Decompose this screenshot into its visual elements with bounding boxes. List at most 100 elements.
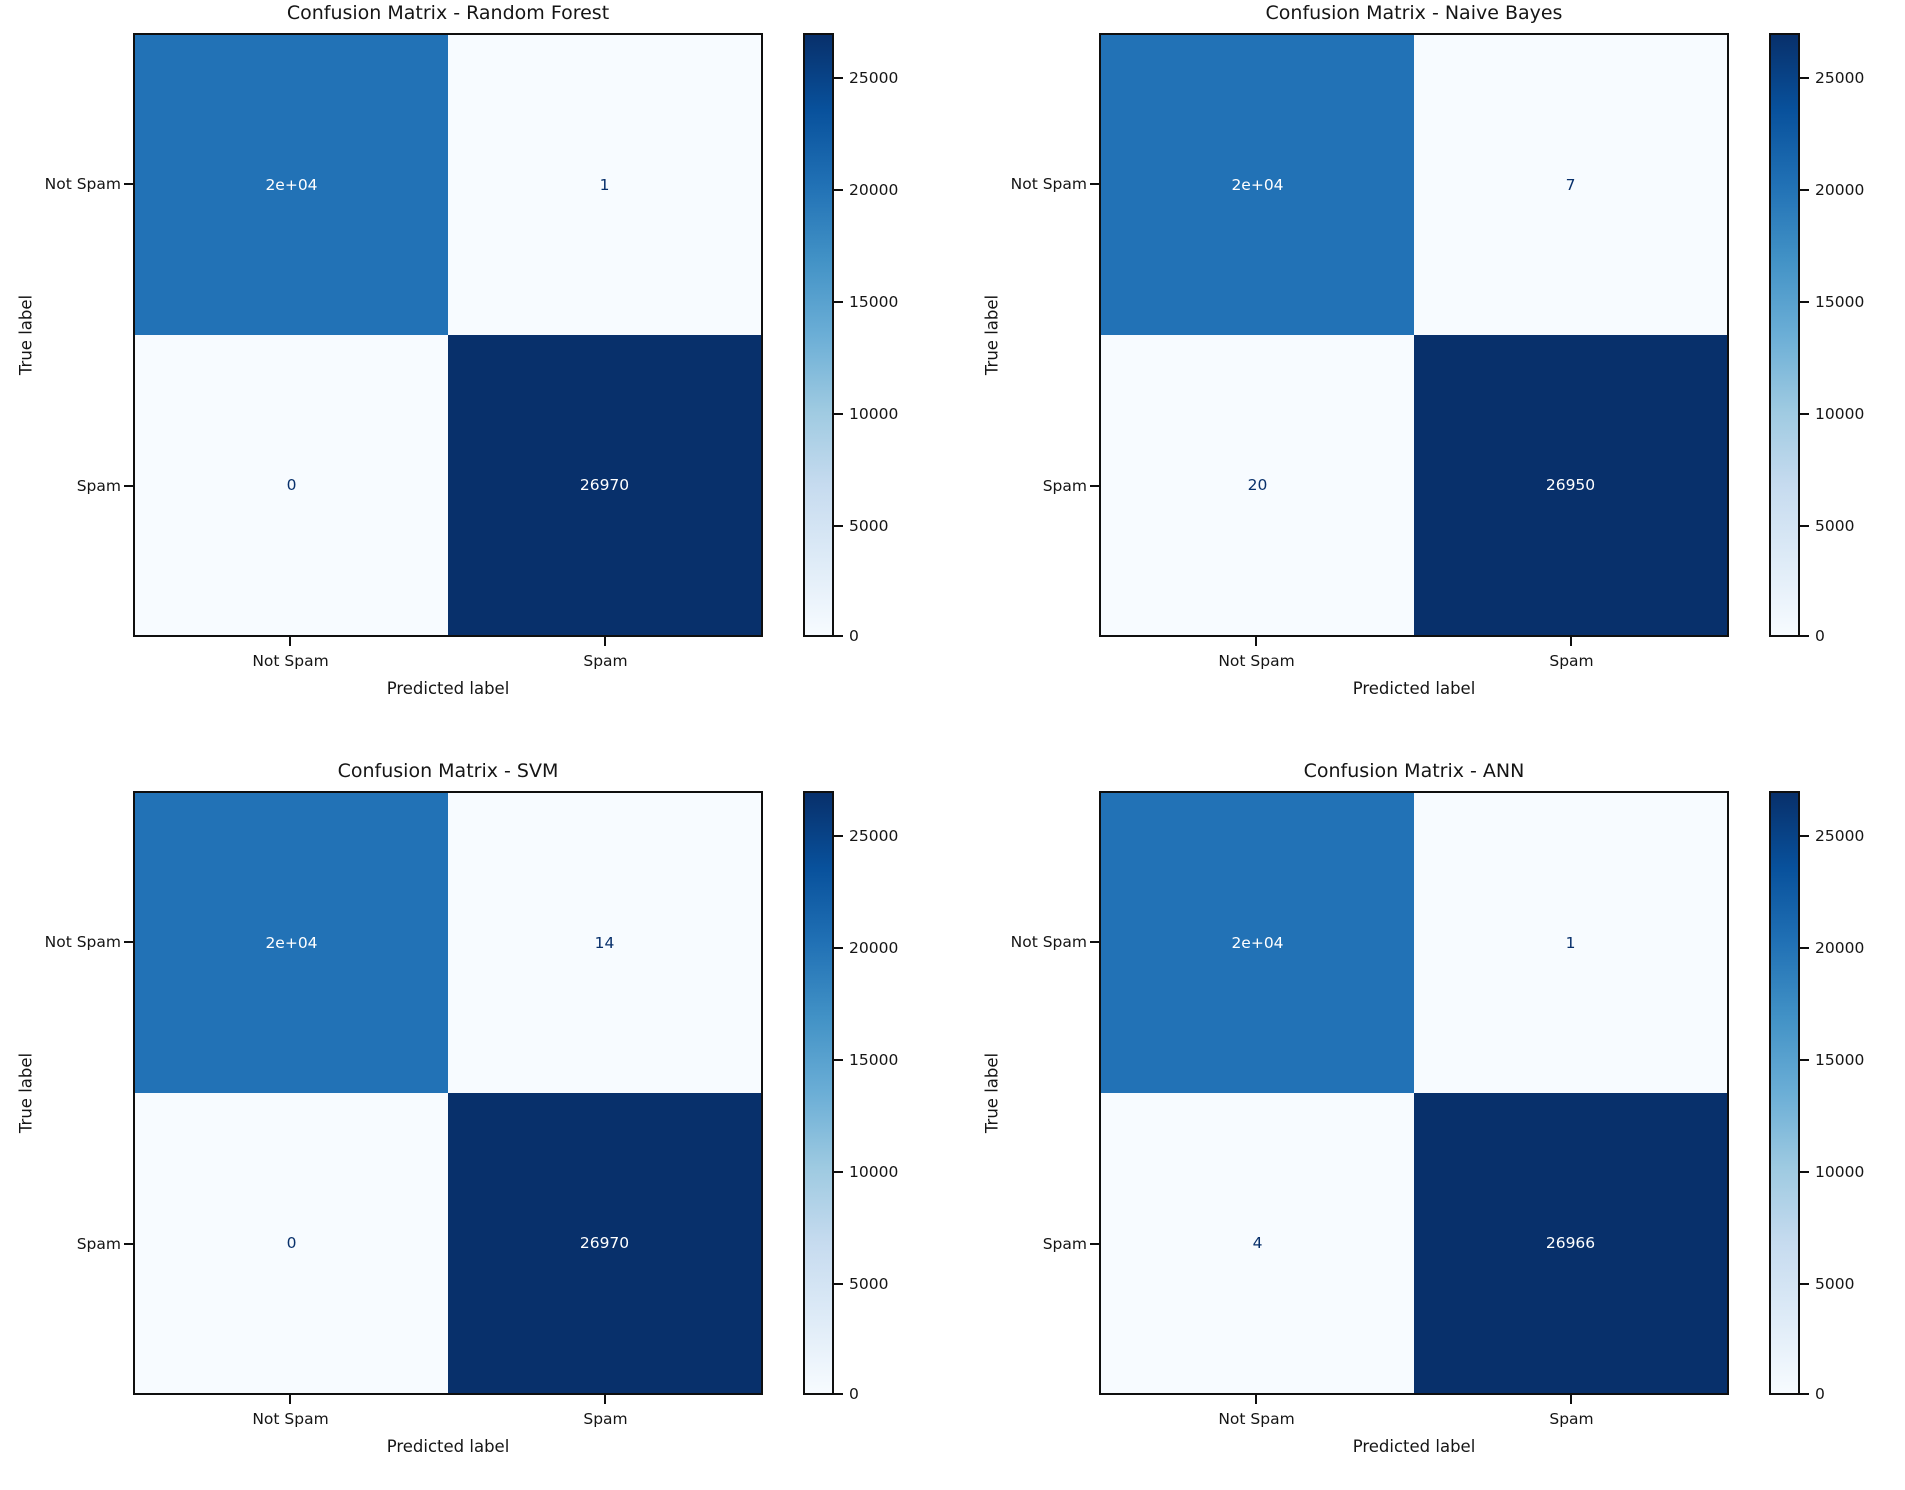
- matrix-cell-tp: 26970: [448, 335, 761, 635]
- cell-value: 0: [286, 1234, 297, 1252]
- matrix-cell-tp: 26950: [1414, 335, 1727, 635]
- y-axis-label: True label: [16, 1052, 36, 1134]
- y-tick-mark: [1090, 183, 1099, 185]
- matrix-plot-area: 2e+04 7 20 26950: [1099, 33, 1729, 637]
- matrix-cell-fn: 0: [135, 1093, 448, 1393]
- y-tick-mark: [124, 941, 133, 943]
- x-tick-label: Not Spam: [252, 652, 329, 670]
- subplot-random-forest: Confusion Matrix - Random Forest True la…: [0, 0, 952, 732]
- y-tick-mark: [124, 485, 133, 487]
- colorbar-tick-label: 25000: [849, 827, 899, 845]
- matrix-cell-fp: 7: [1414, 35, 1727, 335]
- colorbar: [1769, 791, 1800, 1395]
- matrix-plot-area: 2e+04 14 0 26970: [133, 791, 763, 1395]
- colorbar-tick-label: 10000: [1815, 1163, 1865, 1181]
- colorbar-tick-mark: [1800, 77, 1809, 79]
- plot-title: Confusion Matrix - Random Forest: [286, 2, 610, 24]
- cell-value: 20: [1247, 476, 1268, 494]
- colorbar-tick-mark: [1800, 1059, 1809, 1061]
- subplot-ann: Confusion Matrix - ANN True label Not Sp…: [952, 732, 1904, 1464]
- x-tick-mark: [604, 637, 606, 646]
- matrix-plot-area: 2e+04 1 0 26970: [133, 33, 763, 637]
- cell-value: 1: [1565, 934, 1576, 952]
- colorbar-tick-mark: [834, 413, 843, 415]
- colorbar-tick-mark: [1800, 413, 1809, 415]
- matrix-cell-fp: 14: [448, 793, 761, 1093]
- plot-title: Confusion Matrix - ANN: [1303, 760, 1525, 782]
- cell-value: 7: [1565, 176, 1576, 194]
- colorbar-tick-label: 10000: [1815, 405, 1865, 423]
- colorbar-tick-label: 10000: [849, 1163, 899, 1181]
- cell-value: 4: [1252, 1234, 1263, 1252]
- colorbar-tick-label: 25000: [1815, 69, 1865, 87]
- y-tick-label: Spam: [76, 477, 121, 495]
- colorbar-tick-label: 20000: [849, 181, 899, 199]
- y-axis-label: True label: [16, 294, 36, 376]
- colorbar-tick-mark: [1800, 947, 1809, 949]
- colorbar-tick-mark: [834, 1059, 843, 1061]
- colorbar-tick-mark: [1800, 1393, 1809, 1395]
- colorbar-tick-mark: [834, 525, 843, 527]
- colorbar-tick-mark: [834, 1283, 843, 1285]
- cell-value: 2e+04: [1231, 176, 1284, 194]
- colorbar-tick-mark: [834, 835, 843, 837]
- colorbar: [1769, 33, 1800, 637]
- x-axis-label: Predicted label: [1352, 679, 1476, 698]
- y-tick-label: Not Spam: [44, 933, 121, 951]
- x-tick-label: Spam: [583, 652, 628, 670]
- x-tick-mark: [1255, 637, 1257, 646]
- y-tick-mark: [124, 183, 133, 185]
- cell-value: 2e+04: [265, 934, 318, 952]
- plot-title: Confusion Matrix - SVM: [337, 760, 559, 782]
- cell-value: 0: [286, 476, 297, 494]
- colorbar-tick-label: 0: [849, 627, 859, 645]
- cell-value: 2e+04: [1231, 934, 1284, 952]
- y-tick-mark: [1090, 485, 1099, 487]
- subplot-naive-bayes: Confusion Matrix - Naive Bayes True labe…: [952, 0, 1904, 732]
- x-tick-label: Not Spam: [252, 1410, 329, 1428]
- x-tick-mark: [1570, 637, 1572, 646]
- cell-value: 26966: [1545, 1234, 1596, 1252]
- x-tick-mark: [289, 1395, 291, 1404]
- colorbar-tick-label: 20000: [849, 939, 899, 957]
- colorbar-tick-mark: [1800, 1171, 1809, 1173]
- x-axis-label: Predicted label: [1352, 1437, 1476, 1456]
- colorbar-tick-label: 5000: [849, 517, 889, 535]
- x-tick-mark: [289, 637, 291, 646]
- colorbar-tick-mark: [834, 77, 843, 79]
- colorbar: [803, 791, 834, 1395]
- colorbar-tick-mark: [1800, 189, 1809, 191]
- colorbar-tick-label: 0: [1815, 627, 1825, 645]
- plot-title: Confusion Matrix - Naive Bayes: [1265, 2, 1563, 24]
- matrix-cell-fp: 1: [1414, 793, 1727, 1093]
- colorbar-tick-label: 5000: [1815, 517, 1855, 535]
- colorbar-tick-label: 10000: [849, 405, 899, 423]
- colorbar-tick-label: 15000: [849, 1051, 899, 1069]
- colorbar-tick-mark: [834, 189, 843, 191]
- cell-value: 26950: [1545, 476, 1596, 494]
- x-tick-mark: [604, 1395, 606, 1404]
- x-tick-mark: [1255, 1395, 1257, 1404]
- x-tick-mark: [1570, 1395, 1572, 1404]
- matrix-cell-fn: 0: [135, 335, 448, 635]
- cell-value: 26970: [579, 1234, 630, 1252]
- colorbar-tick-label: 15000: [1815, 1051, 1865, 1069]
- colorbar-tick-label: 20000: [1815, 181, 1865, 199]
- colorbar-tick-mark: [1800, 835, 1809, 837]
- x-tick-label: Spam: [1549, 652, 1594, 670]
- matrix-cell-tn: 2e+04: [1101, 793, 1414, 1093]
- matrix-cell-tn: 2e+04: [1101, 35, 1414, 335]
- colorbar-tick-mark: [1800, 1283, 1809, 1285]
- cell-value: 2e+04: [265, 176, 318, 194]
- x-axis-label: Predicted label: [386, 679, 510, 698]
- colorbar-tick-label: 5000: [1815, 1275, 1855, 1293]
- cell-value: 1: [599, 176, 610, 194]
- colorbar-tick-label: 25000: [1815, 827, 1865, 845]
- y-tick-mark: [124, 1243, 133, 1245]
- colorbar-tick-mark: [834, 947, 843, 949]
- y-tick-label: Spam: [1042, 1235, 1087, 1253]
- colorbar-tick-mark: [1800, 635, 1809, 637]
- x-tick-label: Spam: [583, 1410, 628, 1428]
- matrix-cell-fn: 4: [1101, 1093, 1414, 1393]
- colorbar-tick-label: 0: [1815, 1385, 1825, 1403]
